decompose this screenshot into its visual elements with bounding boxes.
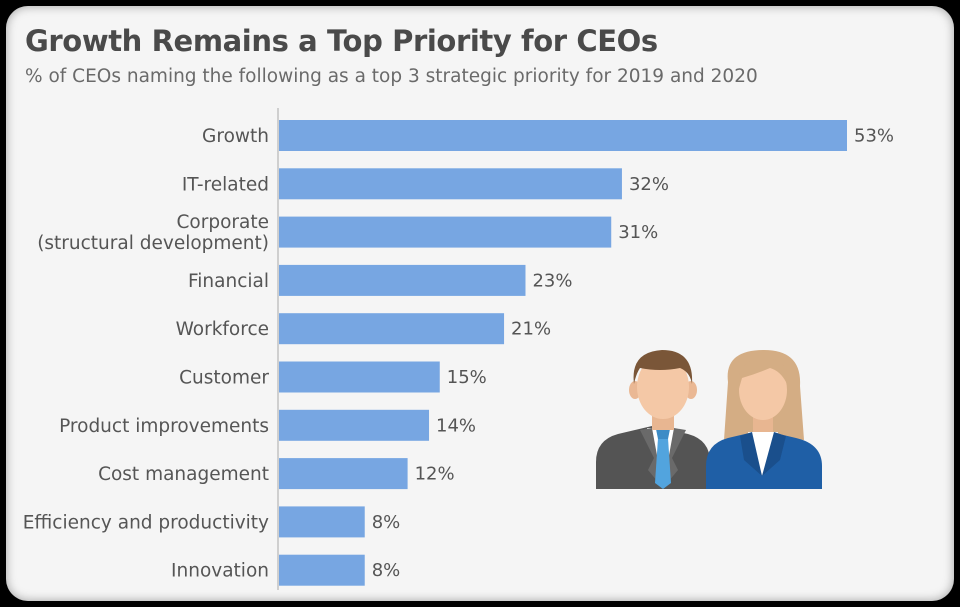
man-head xyxy=(637,355,689,419)
value-label-4: 21% xyxy=(511,319,551,340)
value-label-2: 31% xyxy=(618,222,658,243)
chart-subtitle: % of CEOs naming the following as a top … xyxy=(25,66,758,87)
bar-8 xyxy=(279,506,365,538)
chart-title: Growth Remains a Top Priority for CEOs xyxy=(25,24,658,58)
bar-7 xyxy=(279,458,408,490)
category-label-2: Corporate (structural development) xyxy=(37,212,269,254)
man-tie-knot xyxy=(656,429,670,439)
bar-0 xyxy=(279,120,847,151)
bar-3 xyxy=(279,264,526,296)
category-label-7: Cost management xyxy=(98,464,269,485)
bar-5 xyxy=(279,361,440,393)
man-icon xyxy=(596,350,710,489)
value-label-8: 8% xyxy=(372,512,401,533)
value-label-9: 8% xyxy=(372,560,401,581)
man-hair xyxy=(633,350,693,384)
bar-9 xyxy=(279,554,365,586)
woman-lapel-left xyxy=(740,432,762,476)
category-label-1: IT-related xyxy=(182,174,269,195)
business-people-icon xyxy=(596,350,822,489)
bar-4 xyxy=(279,313,505,345)
woman-blouse xyxy=(748,432,778,476)
chart-frame: Growth Remains a Top Priority for CEOs %… xyxy=(6,6,954,601)
category-label-3: Financial xyxy=(188,271,269,292)
category-label-9: Innovation xyxy=(171,561,269,582)
value-label-3: 23% xyxy=(532,270,572,291)
man-tie xyxy=(655,438,671,489)
category-label-4: Workforce xyxy=(176,319,269,340)
category-label-0: Growth xyxy=(202,126,269,147)
category-label-6: Product improvements xyxy=(59,416,269,437)
bar-6 xyxy=(279,409,430,441)
woman-lapel-right xyxy=(762,432,786,476)
category-label-5: Customer xyxy=(179,368,269,389)
value-label-0: 53% xyxy=(854,126,894,147)
value-label-5: 15% xyxy=(447,367,487,388)
bar-2 xyxy=(279,216,612,248)
woman-icon xyxy=(706,350,822,489)
bar-1 xyxy=(279,168,622,200)
value-label-7: 12% xyxy=(415,464,455,485)
man-suit xyxy=(596,426,710,489)
value-label-1: 32% xyxy=(629,174,669,195)
value-label-6: 14% xyxy=(436,415,476,436)
bars-layer: Growth 53% IT-related 32% Corporate (structur… xyxy=(23,108,894,590)
woman-hair-front xyxy=(737,358,791,392)
category-label-8: Efficiency and productivity xyxy=(23,512,269,533)
